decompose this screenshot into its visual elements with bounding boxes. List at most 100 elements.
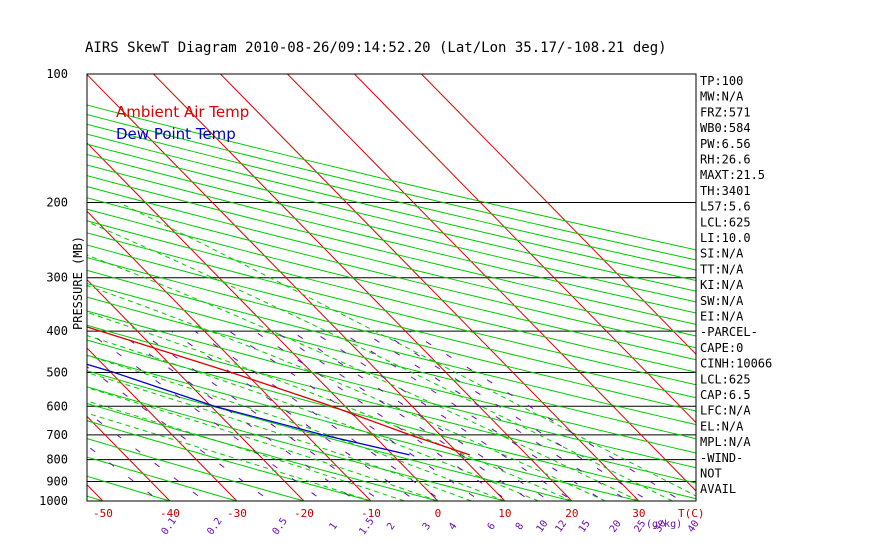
isotherm-line [87, 415, 171, 501]
index-entry: PW:6.56 [700, 137, 751, 151]
y-axis-label: PRESSURE (MB) [71, 236, 85, 330]
index-entry: LI:10.0 [700, 231, 751, 245]
dry-adiabat-line [87, 153, 696, 303]
pressure-tick-label: 600 [46, 399, 68, 413]
index-entry: EL:N/A [700, 419, 744, 433]
temp-tick-label-bottom: -30 [227, 507, 247, 520]
index-entry: TH:3401 [700, 184, 751, 198]
mixing-ratio-tick-label: 3 [421, 521, 433, 532]
temp-tick-label-bottom: -40 [160, 507, 180, 520]
mixing-ratio-line [87, 366, 271, 501]
index-entry: NOT [700, 467, 722, 481]
dry-adiabat-line [87, 104, 696, 251]
index-entry: LFC:N/A [700, 404, 751, 418]
air-temp-line [87, 326, 471, 456]
pressure-tick-label: 200 [46, 196, 68, 210]
dry-adiabat-line [87, 143, 696, 292]
index-entry: KI:N/A [700, 278, 744, 292]
legend-air-temp: Ambient Air Temp [116, 103, 249, 121]
isotherm-line [286, 74, 696, 492]
dry-adiabat-line [87, 420, 373, 501]
moist-adiabat-line [87, 387, 439, 501]
temp-tick-label-bottom: -20 [294, 507, 314, 520]
mixing-ratio-tick-label: 0.2 [205, 516, 224, 537]
dry-adiabat-line [87, 403, 440, 501]
dry-adiabat-line [87, 186, 696, 337]
mixing-ratio-tick-label: 8 [514, 521, 526, 532]
dry-adiabat-line [87, 123, 696, 271]
mixing-ratio-line [291, 330, 551, 501]
dew-point-line [87, 363, 410, 456]
mixing-ratio-line [87, 411, 206, 501]
mixing-ratio-line [228, 330, 482, 501]
dry-adiabat-line [87, 133, 696, 281]
index-entry: -PARCEL- [700, 325, 758, 339]
pressure-tick-label: 900 [46, 474, 68, 488]
index-entry: LCL:625 [700, 215, 751, 229]
dry-adiabat-line [87, 296, 696, 454]
mixing-ratio-tick-label: 12 [553, 518, 569, 534]
pressure-tick-label: 100 [46, 67, 68, 81]
dry-adiabat-line [87, 386, 507, 501]
mixing-ratio-line [87, 330, 325, 501]
moist-adiabat-line [87, 400, 405, 501]
isotherm-line [219, 74, 640, 501]
temp-tick-label-bottom: -10 [361, 507, 381, 520]
dry-adiabat-line [87, 354, 642, 501]
mixing-ratio-tick-label: 2 [385, 521, 397, 532]
dry-adiabat-line [87, 232, 696, 386]
index-entry: TP:100 [700, 74, 743, 88]
index-entry: CAPE:0 [700, 341, 743, 355]
dry-adiabat-line [87, 114, 696, 261]
temp-tick-label-bottom: 20 [565, 507, 578, 520]
mixing-ratio-line [116, 330, 358, 501]
mixing-ratio-line [87, 445, 161, 501]
index-entry: L57:5.6 [700, 200, 751, 214]
temp-tick-label-bottom: 0 [435, 507, 442, 520]
x-axis-unit-label: T(C) [678, 507, 705, 520]
index-entry: SI:N/A [700, 247, 744, 261]
index-entry: EI:N/A [700, 310, 744, 324]
mixing-ratio-unit-label: (g/kg) [646, 519, 682, 530]
mixing-ratio-line [274, 330, 532, 501]
dry-adiabat-line [87, 283, 696, 440]
dry-adiabat-line [87, 370, 575, 501]
dry-adiabat-line [87, 220, 696, 373]
pressure-tick-label: 1000 [39, 494, 68, 508]
index-entry: TT:N/A [700, 262, 744, 276]
index-entry: CAP:6.5 [700, 388, 751, 402]
mixing-ratio-tick-label: 4 [447, 521, 459, 532]
pressure-tick-label: 800 [46, 453, 68, 467]
index-entry: SW:N/A [700, 294, 744, 308]
isotherm-line [420, 74, 696, 355]
moist-adiabat-line [87, 372, 472, 501]
dry-adiabat-line [87, 175, 696, 325]
pressure-tick-label: 500 [46, 365, 68, 379]
dry-adiabat-line [87, 197, 696, 349]
moist-adiabat-line [87, 354, 506, 501]
dry-adiabat-line [87, 456, 239, 501]
legend-dew-point: Dew Point Temp [116, 125, 236, 143]
isotherm-line [152, 74, 573, 501]
dry-adiabat-line [87, 310, 696, 469]
moist-adiabat-line [87, 285, 606, 501]
mixing-ratio-line [170, 330, 417, 501]
mixing-ratio-tick-label: 10 [535, 518, 551, 534]
dry-adiabat-line [87, 244, 696, 399]
isotherm-line [87, 347, 238, 501]
index-entry: MPL:N/A [700, 435, 751, 449]
index-entry: MAXT:21.5 [700, 168, 765, 182]
mixing-ratio-line [194, 330, 444, 501]
mixing-ratio-line [408, 330, 683, 501]
pressure-tick-label: 400 [46, 324, 68, 338]
mixing-ratio-tick-label: 40 [686, 518, 702, 534]
temp-tick-label-bottom: 30 [632, 507, 645, 520]
isotherm-line [87, 210, 372, 501]
dry-adiabat-line [87, 164, 696, 314]
sounding-profiles [87, 326, 471, 456]
dry-adiabat-line [87, 438, 306, 501]
moist-adiabat-line [118, 202, 696, 497]
mixing-ratio-tick-label: 1 [328, 521, 340, 532]
